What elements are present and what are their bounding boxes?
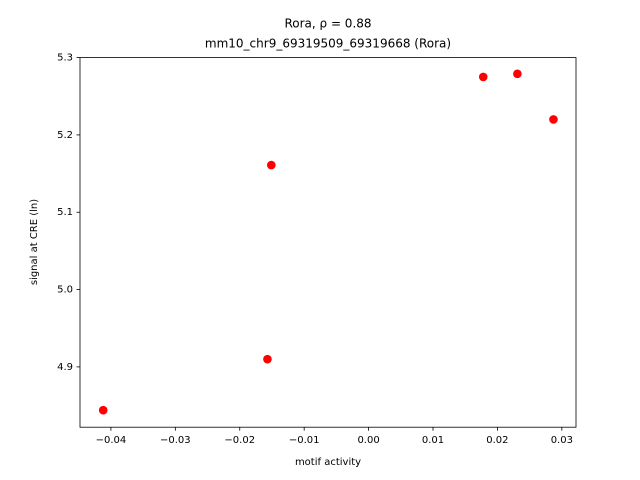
point [513, 69, 522, 79]
point [263, 354, 272, 364]
x-tick-label: −0.03 [160, 435, 191, 446]
y-tick-label: 4.9 [57, 362, 73, 373]
point [478, 72, 488, 82]
y-tick-label: 5.2 [57, 130, 73, 141]
point [267, 160, 276, 170]
x-tick-label: −0.04 [96, 435, 127, 446]
x-tick-label: 0.02 [486, 435, 508, 446]
point [549, 115, 558, 124]
y-tick-label: 5.3 [57, 53, 73, 64]
x-tick-label: 0.03 [551, 435, 573, 446]
x-tick-label: 0.01 [422, 435, 444, 446]
x-tick-label: −0.02 [224, 435, 255, 446]
y-tick-label: 5.0 [57, 285, 73, 296]
y-axis-label: signal at CRE (ln) [29, 199, 40, 285]
chart-subtitle: mm10_chr9_69319509_69319668 (Rora) [205, 37, 451, 51]
chart-title: Rora, ρ = 0.88 [284, 17, 371, 31]
plot-frame [79, 57, 577, 428]
y-tick-label: 5.1 [57, 207, 73, 218]
point [98, 405, 108, 415]
x-tick-label: 0.00 [357, 435, 379, 446]
x-tick-label: −0.01 [289, 435, 320, 446]
x-axis-label: motif activity [295, 457, 361, 468]
